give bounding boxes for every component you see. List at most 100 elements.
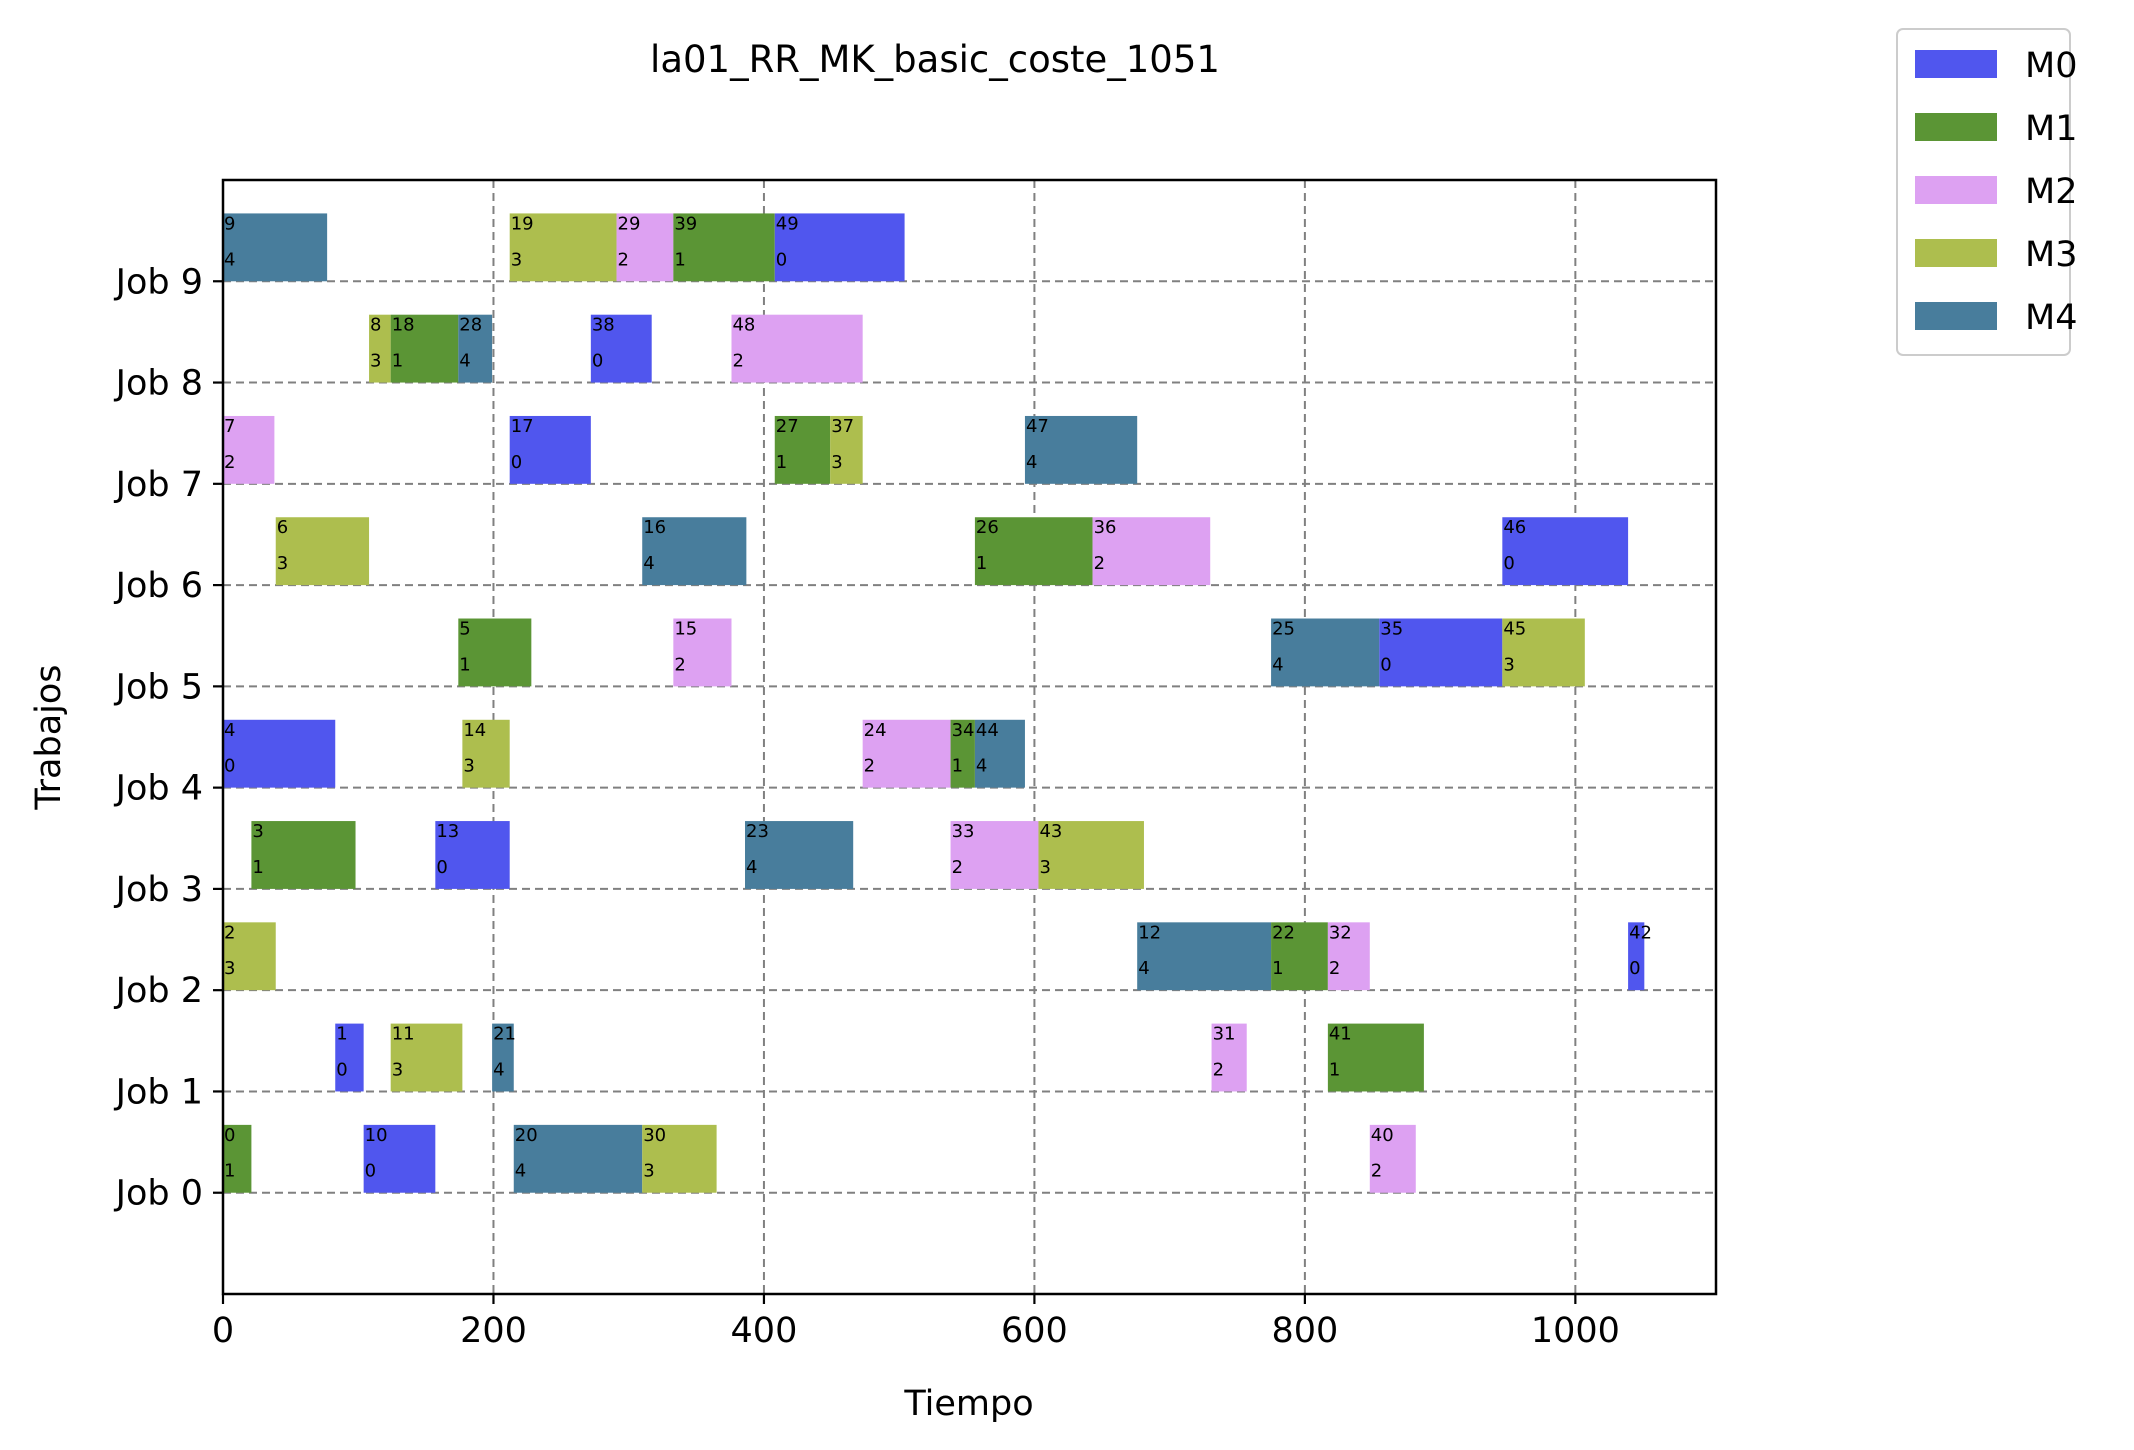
legend-label: M3: [2025, 235, 2077, 275]
task-bar: [642, 1124, 717, 1193]
task-27: 27 1: [774, 415, 831, 484]
task-bar: [673, 618, 732, 687]
y-tick-label: Job 1: [114, 1072, 203, 1112]
task-46: 46 0: [1502, 517, 1629, 586]
task-12: 12 4: [1137, 922, 1272, 991]
task-id-label: 36: [1094, 517, 1117, 538]
task-bar: [1137, 922, 1272, 991]
legend-label: M4: [2025, 298, 2077, 338]
task-36: 36 2: [1092, 517, 1211, 586]
task-machine-label: 1: [252, 857, 263, 878]
task-2: 23: [223, 922, 276, 991]
task-bar: [458, 314, 493, 383]
chart-title: la01_RR_MK_basic_coste_1051: [650, 38, 1220, 81]
task-machine-label: 4: [1026, 452, 1037, 473]
task-bar: [974, 517, 1093, 586]
legend-label: M0: [2025, 46, 2077, 86]
task-machine-label: 0: [1503, 553, 1514, 574]
task-bar: [1502, 517, 1629, 586]
task-id-label: 0: [224, 1125, 235, 1146]
task-17: 17 0: [509, 415, 591, 484]
task-bar: [1502, 618, 1585, 687]
task-bar: [458, 618, 532, 687]
task-machine-label: 3: [1039, 857, 1050, 878]
task-19: 19 3: [509, 213, 617, 282]
task-id-label: 41: [1329, 1024, 1352, 1045]
task-bar: [1271, 618, 1380, 687]
task-bar: [1092, 517, 1211, 586]
legend-swatch: [1915, 176, 1997, 204]
task-bar: [363, 1124, 436, 1193]
task-16: 16 4: [642, 517, 747, 586]
task-machine-label: 1: [392, 351, 403, 372]
task-41: 41 1: [1327, 1023, 1424, 1092]
task-bar: [862, 719, 951, 788]
task-14: 14 3: [462, 719, 510, 788]
task-id-label: 9: [224, 213, 235, 234]
task-bar: [462, 719, 510, 788]
task-id-label: 19: [511, 213, 534, 234]
task-machine-label: 4: [976, 756, 987, 777]
task-machine-label: 2: [1329, 958, 1340, 979]
task-11: 11 3: [390, 1023, 463, 1092]
task-machine-label: 0: [511, 452, 522, 473]
task-32: 32 2: [1327, 922, 1370, 991]
task-id-label: 15: [674, 619, 697, 640]
task-22: 22 1: [1271, 922, 1328, 991]
task-machine-label: 1: [952, 756, 963, 777]
task-machine-label: 4: [746, 857, 757, 878]
task-20: 20 4: [513, 1124, 643, 1193]
task-id-label: 17: [511, 416, 534, 437]
task-39: 39 1: [673, 213, 775, 282]
task-bar: [590, 314, 652, 383]
task-id-label: 33: [952, 821, 975, 842]
task-id-label: 47: [1026, 416, 1049, 437]
task-31: 31 2: [1211, 1023, 1247, 1092]
task-id-label: 44: [976, 720, 999, 741]
task-bar: [1038, 821, 1144, 889]
task-5: 51: [458, 618, 532, 687]
task-33: 33 2: [950, 821, 1039, 889]
legend: M0 M1 M2 M3 M4: [1896, 28, 2077, 356]
task-machine-label: 0: [336, 1059, 347, 1080]
y-tick-label: Job 7: [114, 465, 203, 505]
task-bar: [251, 821, 356, 889]
task-machine-label: 1: [224, 1161, 235, 1182]
task-id-label: 29: [618, 213, 641, 234]
plot-area-frame: [221, 178, 1718, 1296]
task-id-label: 43: [1039, 821, 1062, 842]
task-bar: [642, 517, 747, 586]
task-15: 15 2: [673, 618, 732, 687]
y-tick-label: Job 3: [114, 870, 203, 910]
task-id-label: 32: [1329, 922, 1352, 943]
y-tick-label: Job 2: [114, 971, 203, 1011]
task-machine-label: 3: [277, 553, 288, 574]
task-bar: [1379, 618, 1503, 687]
task-47: 47 4: [1024, 415, 1138, 484]
task-machine-label: 2: [1371, 1161, 1382, 1182]
legend-swatch: [1915, 302, 1997, 330]
task-machine-label: 3: [643, 1161, 654, 1182]
legend-item-m0: M0: [1915, 46, 2077, 86]
task-machine-label: 2: [618, 249, 629, 270]
task-bar: [223, 213, 328, 282]
legend-label: M1: [2025, 109, 2077, 149]
task-45: 45 3: [1502, 618, 1585, 687]
task-machine-label: 1: [1272, 958, 1283, 979]
task-37: 37 3: [830, 415, 863, 484]
task-id-label: 27: [776, 416, 799, 437]
task-id-label: 16: [643, 517, 666, 538]
legend-swatch: [1915, 50, 1997, 78]
task-bar: [1327, 1023, 1424, 1092]
task-6: 63: [275, 517, 370, 586]
task-id-label: 4: [224, 720, 235, 741]
task-machine-label: 0: [592, 351, 603, 372]
y-tick-label: Job 6: [114, 566, 203, 606]
task-bar: [950, 719, 975, 788]
task-bar: [1024, 415, 1138, 484]
x-tick-label: 800: [1271, 1311, 1338, 1351]
task-28: 28 4: [458, 314, 493, 383]
task-0: 01: [223, 1124, 252, 1193]
task-id-label: 5: [459, 619, 470, 640]
task-id-label: 28: [459, 315, 482, 336]
